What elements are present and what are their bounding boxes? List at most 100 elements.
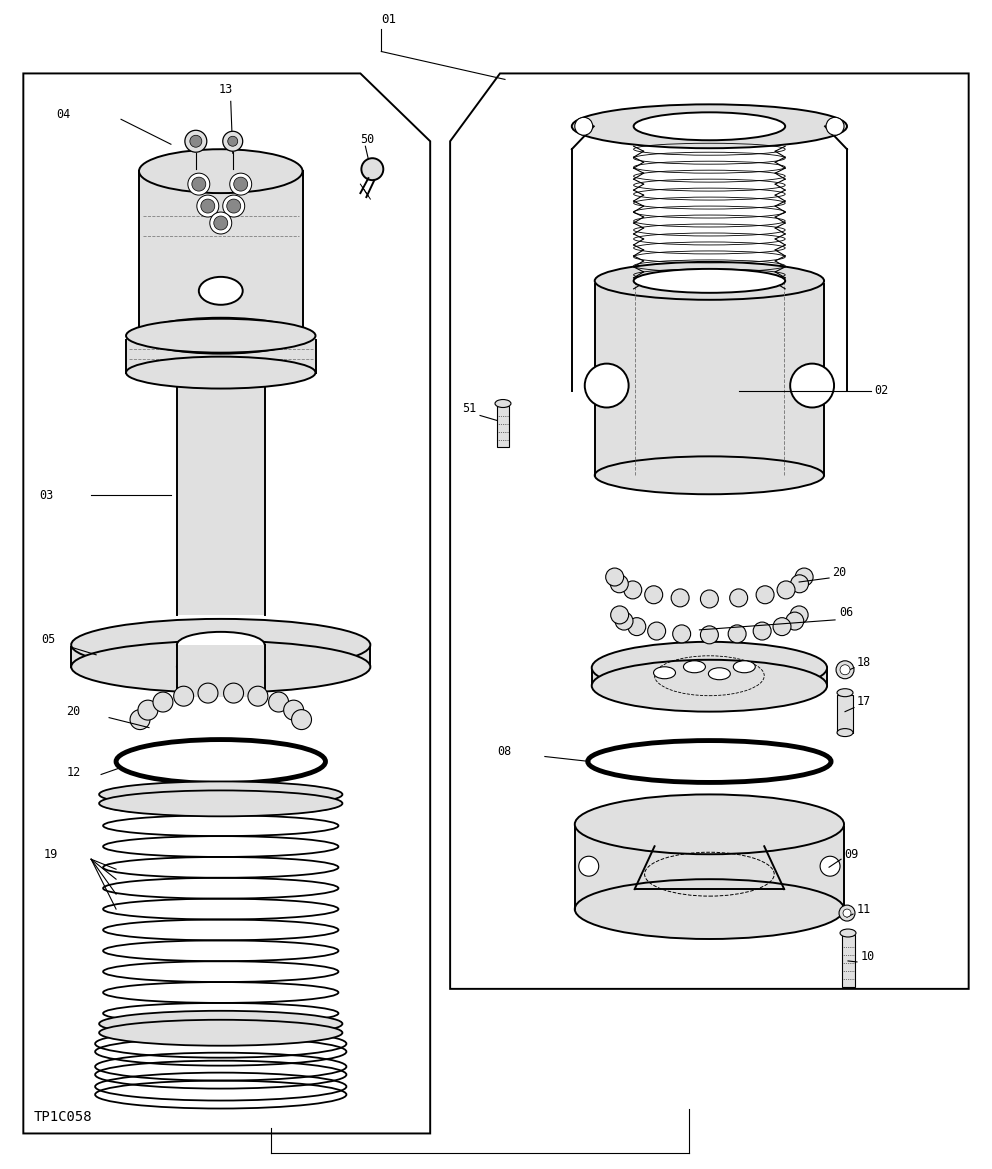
Ellipse shape [126, 357, 315, 388]
Ellipse shape [99, 1011, 342, 1037]
Text: 50: 50 [360, 133, 375, 146]
Circle shape [198, 683, 218, 703]
Circle shape [843, 909, 851, 916]
Ellipse shape [177, 653, 265, 679]
Circle shape [645, 586, 663, 603]
Circle shape [796, 568, 813, 586]
Ellipse shape [71, 618, 370, 671]
Ellipse shape [708, 667, 730, 679]
Bar [139, 171, 303, 336]
Bar [497, 406, 509, 448]
Ellipse shape [683, 660, 705, 672]
Text: 19: 19 [44, 848, 58, 860]
Circle shape [248, 686, 268, 706]
Text: 10: 10 [861, 950, 875, 963]
Circle shape [223, 683, 244, 703]
Text: 51: 51 [462, 402, 476, 415]
Circle shape [728, 625, 746, 643]
Circle shape [606, 568, 624, 586]
Ellipse shape [495, 400, 511, 408]
Bar [177, 645, 265, 697]
Circle shape [574, 117, 593, 136]
Text: 08: 08 [497, 745, 511, 758]
Ellipse shape [177, 632, 265, 658]
Circle shape [730, 589, 748, 607]
Bar [126, 336, 315, 373]
Bar [177, 645, 265, 666]
Ellipse shape [198, 277, 243, 305]
Circle shape [223, 131, 243, 151]
Text: 02: 02 [874, 385, 888, 397]
Circle shape [209, 212, 232, 234]
Circle shape [826, 117, 844, 136]
Ellipse shape [733, 660, 755, 672]
Ellipse shape [139, 318, 303, 354]
Ellipse shape [571, 104, 847, 148]
Circle shape [628, 617, 646, 636]
Circle shape [230, 173, 252, 195]
Circle shape [624, 581, 642, 599]
Ellipse shape [837, 728, 853, 736]
Circle shape [791, 606, 808, 624]
Circle shape [228, 137, 238, 146]
Circle shape [648, 622, 666, 639]
Ellipse shape [126, 319, 315, 353]
Circle shape [196, 195, 219, 217]
Circle shape [672, 589, 689, 607]
Text: 11: 11 [857, 902, 871, 915]
Bar [842, 935, 855, 987]
Ellipse shape [99, 790, 342, 816]
Circle shape [189, 136, 201, 147]
Circle shape [700, 625, 718, 644]
Text: 20: 20 [66, 705, 80, 718]
Ellipse shape [592, 659, 827, 712]
Ellipse shape [595, 456, 824, 494]
Circle shape [756, 586, 774, 603]
Circle shape [187, 173, 209, 195]
Text: 01: 01 [381, 13, 397, 26]
Text: 03: 03 [40, 489, 54, 502]
Bar [592, 667, 827, 686]
Circle shape [292, 710, 311, 729]
Circle shape [191, 178, 205, 191]
Circle shape [820, 856, 840, 877]
Circle shape [138, 700, 158, 720]
Text: 12: 12 [66, 766, 80, 779]
Circle shape [214, 216, 228, 230]
Circle shape [773, 617, 791, 636]
Circle shape [791, 575, 808, 593]
Ellipse shape [71, 641, 370, 693]
Circle shape [130, 710, 150, 729]
Circle shape [578, 856, 599, 877]
Circle shape [611, 606, 629, 624]
Circle shape [700, 590, 718, 608]
Bar [837, 694, 853, 733]
Circle shape [673, 625, 690, 643]
Ellipse shape [574, 879, 844, 939]
Circle shape [269, 692, 289, 712]
Ellipse shape [634, 112, 786, 140]
Ellipse shape [654, 666, 676, 679]
Circle shape [185, 130, 206, 152]
Circle shape [615, 613, 633, 630]
Circle shape [753, 622, 771, 639]
Circle shape [200, 199, 215, 213]
Text: 06: 06 [839, 607, 853, 620]
Text: 13: 13 [219, 83, 233, 96]
Circle shape [786, 613, 804, 630]
Circle shape [153, 692, 173, 712]
Ellipse shape [99, 781, 342, 808]
Circle shape [791, 364, 834, 408]
Ellipse shape [99, 1019, 342, 1046]
Text: 09: 09 [844, 848, 858, 860]
Text: 18: 18 [857, 656, 871, 670]
Ellipse shape [595, 262, 824, 299]
Text: 05: 05 [42, 634, 56, 646]
Text: 17: 17 [857, 696, 871, 708]
Ellipse shape [840, 929, 856, 938]
Text: 20: 20 [832, 566, 846, 579]
Circle shape [840, 665, 850, 675]
Bar [574, 824, 844, 909]
Ellipse shape [139, 150, 303, 193]
Ellipse shape [837, 689, 853, 697]
